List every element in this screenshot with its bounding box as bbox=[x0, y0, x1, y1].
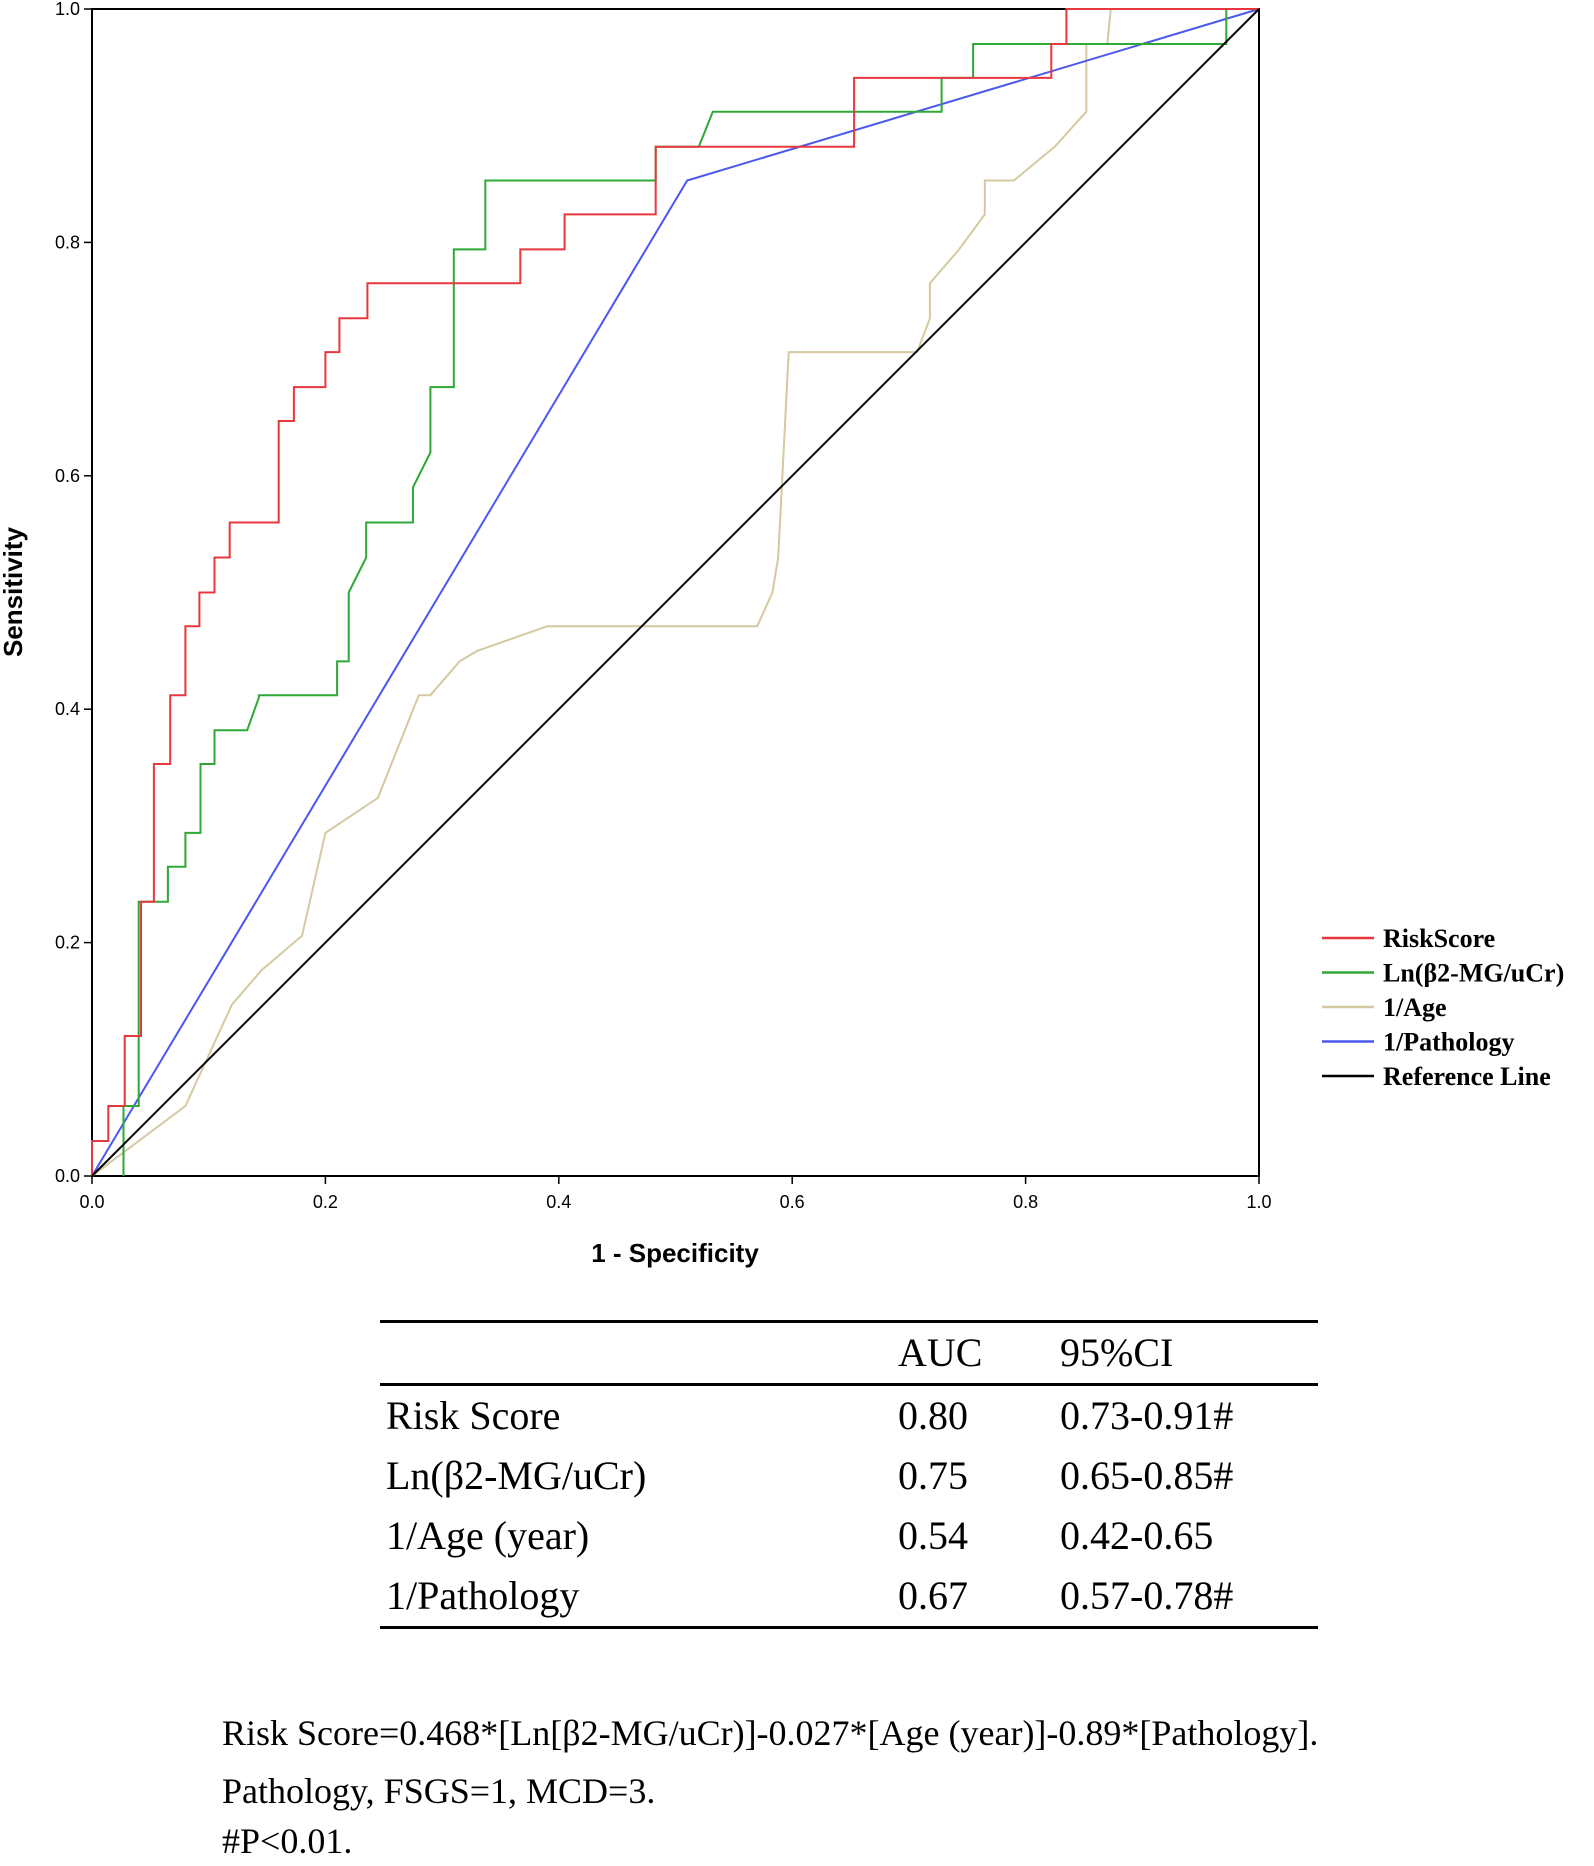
series-layer bbox=[91, 8, 1260, 1177]
x-tick-label: 1.0 bbox=[1246, 1192, 1271, 1212]
table-row: 1/Age (year) 0.54 0.42-0.65 bbox=[380, 1506, 1318, 1566]
row-auc: 0.54 bbox=[898, 1513, 968, 1558]
series-reference-line-line bbox=[91, 8, 1260, 1177]
legend-label: Ln(β2-MG/uCr) bbox=[1383, 959, 1564, 988]
y-tick-label: 0.0 bbox=[55, 1166, 80, 1186]
y-tick-label: 0.2 bbox=[55, 933, 80, 953]
auc-table: AUC 95%CI Risk Score 0.80 0.73-0.91# Ln(… bbox=[380, 1320, 1318, 1629]
x-axis-title: 1 - Specificity bbox=[591, 1238, 759, 1268]
table-row: Ln(β2-MG/uCr) 0.75 0.65-0.85# bbox=[380, 1446, 1318, 1506]
row-ci: 0.57-0.78# bbox=[1060, 1573, 1234, 1618]
legend: RiskScore Ln(β2-MG/uCr) 1/Age 1/Pathology Re… bbox=[1322, 924, 1564, 1091]
table-row: 1/Pathology 0.67 0.57-0.78# bbox=[380, 1566, 1318, 1628]
legend-label: RiskScore bbox=[1383, 924, 1495, 953]
row-auc: 0.75 bbox=[898, 1453, 968, 1498]
legend-label: 1/Age bbox=[1383, 993, 1447, 1022]
row-label: Ln(β2-MG/uCr) bbox=[386, 1453, 647, 1498]
plot-frame bbox=[91, 8, 1260, 1177]
x-tick-label: 0.2 bbox=[313, 1192, 338, 1212]
y-tick-label: 0.8 bbox=[55, 232, 80, 252]
y-tick-label: 0.6 bbox=[55, 466, 80, 486]
series-ln-2-mg-ucr-line bbox=[122, 8, 1259, 1176]
x-axis-ticks: 0.0 0.2 0.4 0.6 0.8 1.0 bbox=[79, 1176, 1272, 1212]
table-row: Risk Score 0.80 0.73-0.91# bbox=[380, 1385, 1318, 1447]
pathology-note: Pathology, FSGS=1, MCD=3. bbox=[222, 1771, 656, 1811]
y-axis-title: Sensitivity bbox=[0, 526, 28, 657]
x-tick-label: 0.6 bbox=[780, 1192, 805, 1212]
y-tick-label: 0.4 bbox=[55, 699, 80, 719]
table-header-row: AUC 95%CI bbox=[380, 1321, 1318, 1385]
x-tick-label: 0.8 bbox=[1013, 1192, 1038, 1212]
formula-note: Risk Score=0.468*[Ln[β2-MG/uCr)]-0.027*[… bbox=[222, 1713, 1319, 1753]
row-auc: 0.67 bbox=[898, 1573, 968, 1618]
row-ci: 0.65-0.85# bbox=[1060, 1453, 1234, 1498]
x-tick-label: 0.0 bbox=[79, 1192, 104, 1212]
y-axis-ticks: 0.0 0.2 0.4 0.6 0.8 1.0 bbox=[55, 0, 92, 1186]
row-label: 1/Age (year) bbox=[386, 1513, 590, 1558]
series-1-pathology-line bbox=[91, 8, 1260, 1177]
series-riskscore-line bbox=[91, 8, 1259, 1176]
legend-label: 1/Pathology bbox=[1383, 1028, 1514, 1057]
y-tick-label: 1.0 bbox=[55, 0, 80, 19]
table-header-label bbox=[380, 1322, 892, 1385]
x-tick-label: 0.4 bbox=[546, 1192, 571, 1212]
row-ci: 0.42-0.65 bbox=[1060, 1513, 1214, 1558]
table-header-ci: 95%CI bbox=[1060, 1330, 1174, 1375]
row-label: Risk Score bbox=[386, 1393, 561, 1438]
row-auc: 0.80 bbox=[898, 1393, 968, 1438]
row-ci: 0.73-0.91# bbox=[1060, 1393, 1234, 1438]
legend-label: Reference Line bbox=[1383, 1062, 1551, 1091]
row-label: 1/Pathology bbox=[386, 1573, 580, 1618]
roc-chart: 0.0 0.2 0.4 0.6 0.8 1.0 0.0 0.2 0.4 0.6 0.8 1.0 Ri… bbox=[0, 0, 1564, 1268]
table-header-auc: AUC bbox=[898, 1330, 983, 1375]
p-value-note: #P<0.01. bbox=[222, 1821, 353, 1861]
